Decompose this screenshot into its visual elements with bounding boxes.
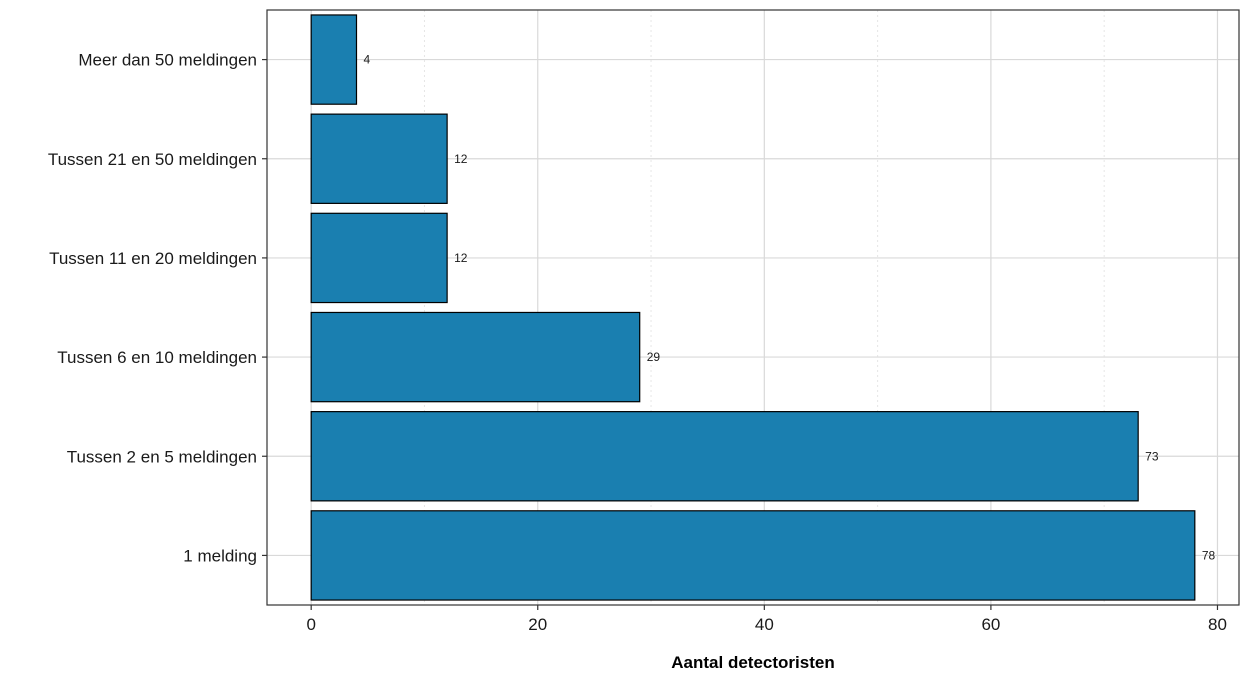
x-tick-label: 20 xyxy=(528,615,547,634)
category-label: Tussen 11 en 20 meldingen xyxy=(49,249,257,268)
category-label: 1 melding xyxy=(183,546,257,565)
bar xyxy=(310,14,358,105)
bar xyxy=(310,411,1139,502)
category-label: Tussen 2 en 5 meldingen xyxy=(67,447,257,466)
bars-layer xyxy=(310,14,1196,601)
category-label: Tussen 6 en 10 meldingen xyxy=(57,348,257,367)
x-tick-label: 80 xyxy=(1208,615,1227,634)
x-axis-title: Aantal detectoristen xyxy=(671,653,834,672)
bar xyxy=(310,212,448,304)
x-tick-label: 60 xyxy=(981,615,1000,634)
x-axis: 0 20 40 60 80 xyxy=(306,605,1227,634)
bar xyxy=(310,113,448,204)
y-axis: 1 melding Tussen 2 en 5 meldingen Tussen 6… xyxy=(48,51,267,565)
category-label: Meer dan 50 meldingen xyxy=(78,51,257,70)
panel-border xyxy=(266,9,1240,606)
data-label: 73 xyxy=(1145,449,1159,463)
x-tick-label: 0 xyxy=(306,615,315,634)
x-tick-label: 40 xyxy=(755,615,774,634)
bar xyxy=(310,510,1196,601)
category-label: Tussen 21 en 50 meldingen xyxy=(48,150,257,169)
data-label: 29 xyxy=(647,350,661,364)
data-label: 12 xyxy=(454,152,468,166)
bar xyxy=(310,311,641,403)
data-label: 78 xyxy=(1202,548,1216,562)
data-label: 4 xyxy=(363,53,370,67)
data-label: 12 xyxy=(454,251,468,265)
data-labels-layer: 78 73 29 12 12 4 xyxy=(363,53,1215,563)
